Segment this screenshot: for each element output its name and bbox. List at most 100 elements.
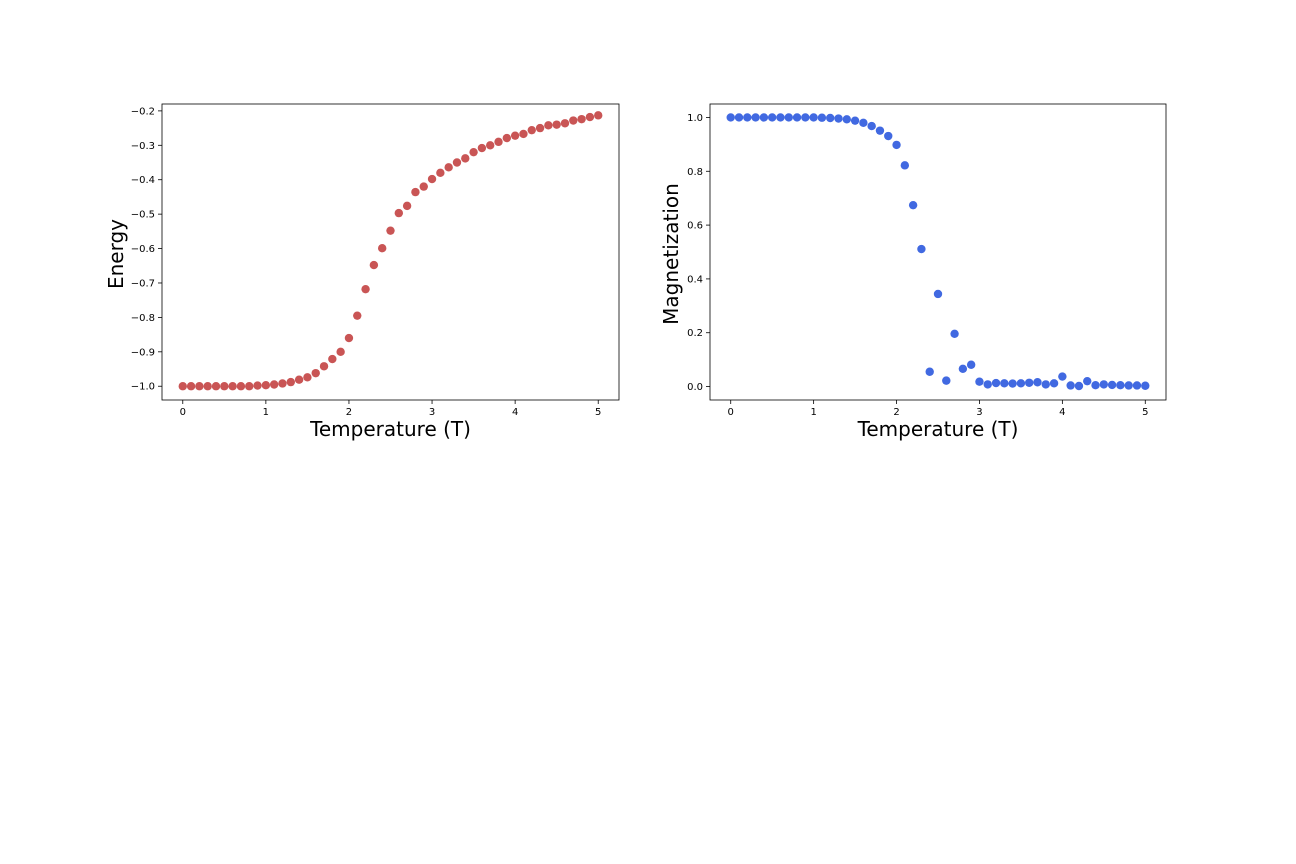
energy-data-point (220, 382, 229, 391)
magnetization-data-point (917, 244, 926, 254)
magnetization-data-point (1141, 381, 1150, 390)
energy-data-point (361, 284, 370, 294)
magnetization-data-point (892, 140, 901, 150)
magnetization-data-point (784, 113, 793, 122)
energy-y-tick-label: −0.5 (131, 210, 155, 221)
energy-data-point (444, 163, 453, 172)
magnetization-y-tick-label: 0.6 (687, 221, 703, 232)
energy-data-point (560, 119, 570, 128)
energy-data-point (195, 382, 204, 391)
magnetization-data-point (792, 113, 802, 122)
energy-data-point (261, 381, 271, 390)
magnetization-data-point (1016, 379, 1026, 388)
energy-data-point (253, 381, 262, 390)
magnetization-x-tick-label: 2 (893, 407, 899, 418)
magnetization-y-tick-label: 0.2 (687, 328, 703, 339)
magnetization-data-point (743, 113, 752, 122)
magnetization-x-tick-label: 4 (1059, 407, 1065, 418)
magnetization-data-point (859, 118, 868, 128)
magnetization-data-point (759, 113, 769, 122)
energy-data-point (211, 382, 221, 391)
magnetization-data-point (1091, 381, 1100, 390)
magnetization-data-point (842, 115, 851, 124)
energy-data-point (411, 187, 420, 197)
energy-data-point (203, 382, 212, 391)
magnetization-data-point (826, 113, 835, 123)
energy-axes-frame (161, 103, 620, 401)
magnetization-x-tick-label: 0 (728, 407, 734, 418)
energy-data-point (510, 131, 520, 140)
magnetization-x-tick-label: 3 (976, 407, 982, 418)
magnetization-data-point (1000, 379, 1009, 388)
energy-data-point (377, 244, 387, 253)
magnetization-data-point (809, 113, 818, 122)
energy-data-point (502, 133, 512, 143)
energy-y-tick-label: −0.4 (131, 175, 155, 186)
energy-x-tick-label: 4 (512, 407, 518, 418)
energy-data-point (311, 368, 320, 378)
energy-data-point (527, 125, 536, 135)
magnetization-x-axis-label: Temperature (T) (857, 417, 1019, 441)
energy-y-tick-label: −0.6 (131, 244, 155, 255)
energy-data-point (278, 379, 287, 388)
magnetization-data-point (1132, 381, 1142, 390)
energy-x-tick-label: 3 (429, 407, 435, 418)
energy-data-point (535, 123, 545, 133)
energy-data-point (461, 154, 470, 163)
energy-data-point (344, 333, 354, 343)
magnetization-data-point (991, 378, 1001, 388)
energy-data-point (294, 375, 304, 384)
energy-data-point (178, 382, 187, 391)
magnetization-data-point (933, 289, 943, 299)
magnetization-y-tick-label: 1.0 (687, 113, 703, 124)
energy-data-point (552, 120, 561, 129)
energy-data-point (386, 226, 395, 235)
magnetization-data-point (817, 113, 827, 122)
magnetization-data-point (1074, 381, 1084, 391)
energy-panel: 0 1 2 3 4 5 −1.0 −0.9 −0.8 −0.7 −0.6 −0.5 −0.4 −0.3 −0… (104, 103, 620, 441)
energy-data-point (452, 158, 462, 167)
magnetization-data-point (751, 113, 760, 122)
magnetization-data-point (1083, 376, 1092, 386)
energy-y-tick-label: −0.9 (131, 347, 155, 358)
energy-x-tick-label: 2 (346, 407, 352, 418)
magnetization-data-point (875, 126, 885, 135)
magnetization-data-point (834, 114, 843, 123)
magnetization-data-point (950, 329, 959, 339)
energy-data-point (436, 168, 445, 178)
magnetization-data-point (958, 364, 968, 373)
magnetization-x-tick-label: 5 (1142, 407, 1148, 418)
magnetization-panel: 0 1 2 3 4 5 0.0 0.2 0.4 0.6 0.8 1.0 Temperature (T) M… (659, 103, 1167, 441)
magnetization-data-point (1041, 380, 1050, 389)
magnetization-data-point (900, 161, 910, 170)
magnetization-data-point (983, 380, 992, 389)
energy-data-point (245, 382, 254, 391)
energy-data-point (594, 111, 603, 120)
magnetization-data-point (966, 360, 976, 369)
energy-data-point (319, 362, 329, 371)
energy-data-point (228, 382, 237, 391)
energy-data-point (394, 208, 404, 218)
energy-data-point (519, 129, 528, 139)
energy-data-point (585, 112, 595, 122)
energy-data-point (427, 174, 437, 184)
magnetization-data-point (734, 113, 744, 122)
magnetization-y-tick-label: 0.0 (687, 382, 703, 393)
magnetization-data-point (1025, 378, 1034, 387)
energy-data-point (236, 382, 246, 391)
energy-y-tick-label: −0.3 (131, 141, 155, 152)
magnetization-data-point (1033, 378, 1042, 387)
magnetization-data-point (767, 113, 777, 122)
energy-data-point (336, 347, 345, 357)
magnetization-data-point (942, 376, 951, 385)
magnetization-data-point (925, 367, 934, 376)
energy-y-tick-label: −1.0 (131, 382, 155, 393)
magnetization-data-point (1008, 379, 1017, 388)
magnetization-data-point (867, 121, 876, 131)
energy-y-tick-label: −0.7 (131, 278, 155, 289)
energy-x-tick-label: 0 (180, 407, 186, 418)
magnetization-y-tick-label: 0.8 (687, 167, 703, 178)
magnetization-data-point (1116, 381, 1125, 390)
energy-data-point (477, 143, 487, 153)
